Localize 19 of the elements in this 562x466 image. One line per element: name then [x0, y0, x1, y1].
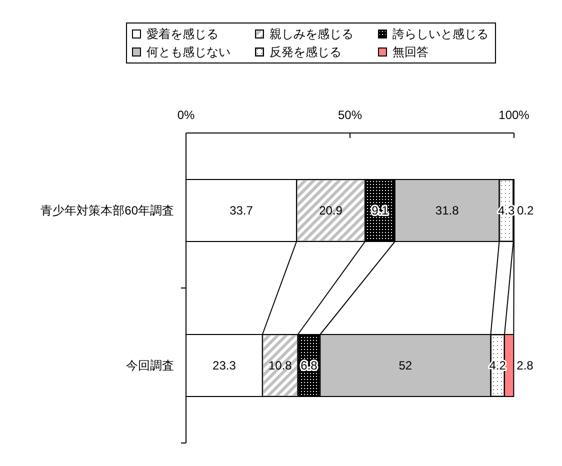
legend-label: 無回答 [392, 45, 428, 59]
x-tick-label: 50% [338, 108, 362, 122]
legend-label: 愛着を感じる [146, 27, 218, 41]
data-label: 31.8 [435, 204, 460, 218]
data-label: 23.3 [212, 358, 236, 372]
y-tick-label: 青少年対策本部60年調査 [40, 203, 174, 218]
legend-label: 反発を感じる [270, 45, 342, 59]
data-label: 10.8 [268, 358, 292, 372]
x-tick-label: 100% [498, 108, 530, 122]
x-tick-label: 0% [177, 108, 195, 122]
legend-label: 何とも感じない [146, 45, 230, 59]
y-tick-label: 今回調査 [126, 358, 174, 372]
data-label: 0.2 [517, 204, 534, 218]
data-label: 20.9 [319, 204, 343, 218]
data-label: 33.7 [230, 204, 254, 218]
data-label: 2.8 [516, 358, 534, 372]
legend-label: 親しみを感じる [270, 27, 354, 41]
data-label: 52 [398, 358, 412, 372]
legend-label: 誇らしいと感じる [392, 27, 488, 41]
